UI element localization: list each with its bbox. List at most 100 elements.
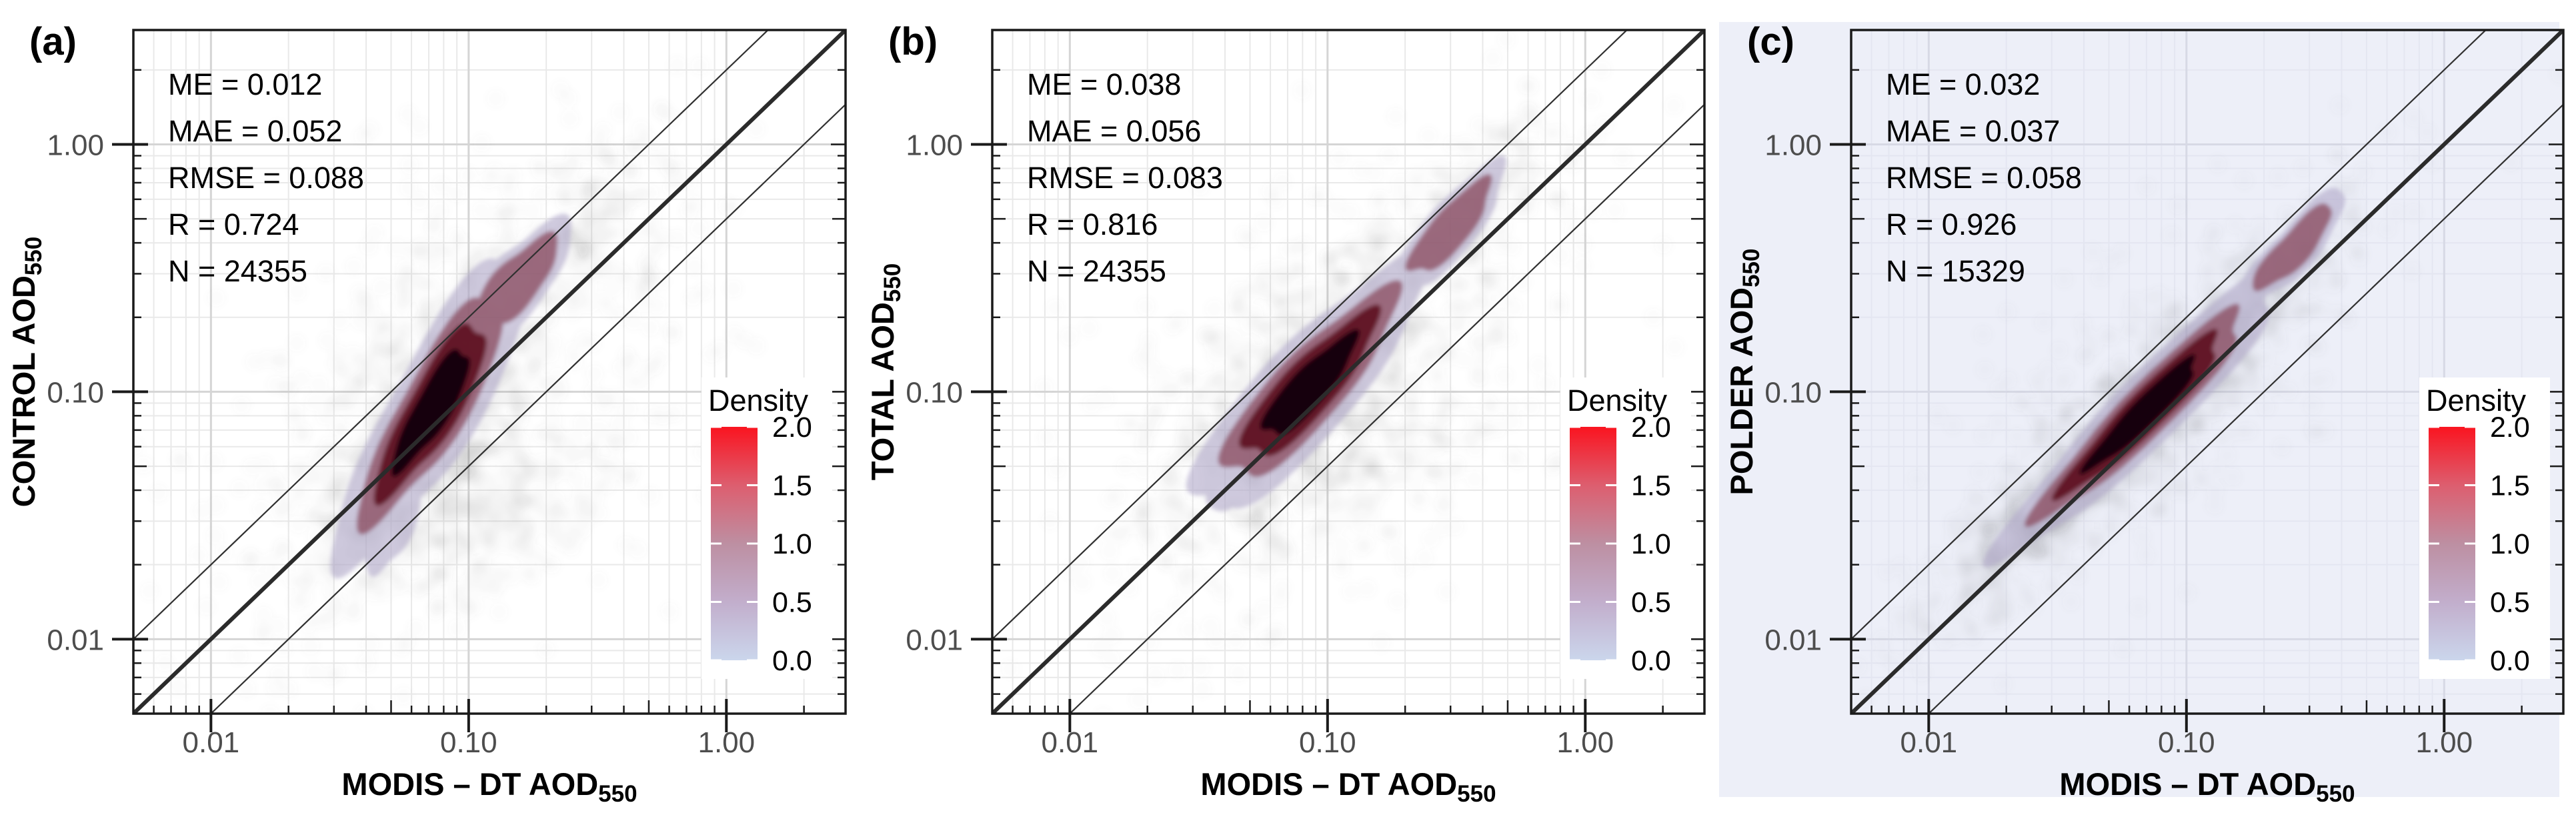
- colorbar-label: 1.5: [1631, 470, 1671, 502]
- stat-line: N = 24355: [1027, 254, 1166, 288]
- panel-label: (a): [29, 20, 77, 63]
- density-contour-level-3: [1260, 329, 1360, 436]
- colorbar-label: 2.0: [1631, 412, 1671, 444]
- colorbar-label: 2.0: [772, 412, 812, 444]
- y-axis-title: POLDER AOD550: [1724, 248, 1764, 495]
- envelope-upper-line: [133, 30, 770, 640]
- identity-line: [133, 30, 846, 714]
- colorbar-label: 0.5: [1631, 587, 1671, 619]
- stat-line: R = 0.724: [168, 207, 299, 241]
- stat-line: RMSE = 0.083: [1027, 161, 1223, 195]
- stats-block: ME = 0.012 MAE = 0.052 RMSE = 0.088 R = 0.7…: [168, 67, 364, 288]
- panel-c: 0.01 0.01 0.10 0.10 1.00 1.00 MODIS – DT AOD55…: [1718, 0, 2576, 821]
- x-tick-label: 0.10: [440, 726, 497, 759]
- x-axis-title: MODIS – DT AOD550: [2059, 766, 2355, 807]
- plot-border: [1850, 29, 2565, 715]
- x-tick-label: 0.01: [183, 726, 240, 759]
- colorbar-label: 1.5: [2490, 470, 2530, 502]
- y-axis-title: CONTROL AOD550: [6, 237, 47, 508]
- stat-line: MAE = 0.052: [168, 114, 342, 148]
- y-tick-label: 0.01: [1764, 624, 1822, 656]
- stat-line: N = 15329: [1886, 254, 2025, 288]
- density-contours: [1186, 155, 1506, 512]
- x-tick-label: 0.10: [1299, 726, 1356, 759]
- colorbar-label: 1.0: [1631, 528, 1671, 560]
- legend-title: Density: [2426, 383, 2527, 418]
- x-tick-label: 0.01: [1042, 726, 1099, 759]
- reference-lines: [133, 30, 846, 714]
- colorbar-label: 1.0: [772, 528, 812, 560]
- x-tick-label: 0.10: [2158, 726, 2215, 759]
- plot-border: [132, 29, 847, 715]
- stat-line: R = 0.816: [1027, 207, 1158, 241]
- stat-line: ME = 0.012: [168, 67, 322, 101]
- plot-svg-b: 0.01 0.01 0.10 0.10 1.00 1.00 MODIS – DT AOD55…: [859, 0, 1718, 821]
- stat-line: MAE = 0.037: [1886, 114, 2060, 148]
- density-contours: [330, 213, 571, 579]
- legend-title: Density: [708, 383, 809, 418]
- stat-line: MAE = 0.056: [1027, 114, 1201, 148]
- y-tick-label: 0.10: [1764, 376, 1822, 409]
- y-tick-label: 1.00: [906, 129, 963, 162]
- axis-ticks: [971, 69, 1704, 732]
- envelope-upper-line: [992, 30, 1628, 640]
- plot-svg-a: 0.01 0.01 0.10 0.10 1.00 1.00 MODIS – DT AOD55…: [0, 0, 859, 821]
- identity-line: [1851, 30, 2563, 714]
- identity-line: [992, 30, 1704, 714]
- y-tick-label: 0.01: [47, 624, 104, 656]
- colorbar-label: 0.5: [772, 587, 812, 619]
- x-tick-label: 1.00: [1556, 726, 1614, 759]
- colorbar-label: 1.5: [772, 470, 812, 502]
- colorbar-label: 0.0: [772, 645, 812, 677]
- colorbar-label: 0.5: [2490, 587, 2530, 619]
- envelope-lower-line: [1068, 103, 1704, 714]
- y-tick-label: 0.10: [906, 376, 963, 409]
- y-tick-label: 1.00: [47, 129, 104, 162]
- x-tick-label: 1.00: [2415, 726, 2473, 759]
- stat-line: RMSE = 0.058: [1886, 161, 2082, 195]
- legend-title: Density: [1567, 383, 1668, 418]
- axis-ticks: [1830, 69, 2563, 732]
- panel-a: 0.01 0.01 0.10 0.10 1.00 1.00 MODIS – DT AOD55…: [0, 0, 859, 821]
- stat-line: N = 24355: [168, 254, 307, 288]
- x-axis-title: MODIS – DT AOD550: [1200, 766, 1496, 807]
- gridlines: [1851, 30, 2563, 714]
- envelope-lower-line: [209, 103, 846, 714]
- colorbar-label: 0.0: [2490, 645, 2530, 677]
- stat-line: R = 0.926: [1886, 207, 2017, 241]
- stats-block: ME = 0.038 MAE = 0.056 RMSE = 0.083 R = 0.8…: [1027, 67, 1223, 288]
- colorbar-label: 2.0: [2490, 412, 2530, 444]
- plot-svg-c: 0.01 0.01 0.10 0.10 1.00 1.00 MODIS – DT AOD55…: [1718, 0, 2576, 821]
- stat-line: ME = 0.032: [1886, 67, 2040, 101]
- envelope-lower-line: [1927, 103, 2563, 714]
- density-contours: [1983, 187, 2345, 568]
- stat-line: ME = 0.038: [1027, 67, 1181, 101]
- colorbar-label: 0.0: [1631, 645, 1671, 677]
- panel-label: (b): [888, 20, 938, 63]
- axis-tick-labels: 0.01 0.01 0.10 0.10 1.00 1.00: [906, 129, 1614, 759]
- envelope-upper-line: [1851, 30, 2487, 640]
- y-tick-label: 0.10: [47, 376, 104, 409]
- plot-border: [991, 29, 1706, 715]
- panel-b: 0.01 0.01 0.10 0.10 1.00 1.00 MODIS – DT AOD55…: [859, 0, 1718, 821]
- density-contour-level-3: [2079, 353, 2196, 475]
- axis-tick-labels: 0.01 0.01 0.10 0.10 1.00 1.00: [1764, 129, 2473, 759]
- y-tick-label: 0.01: [906, 624, 963, 656]
- y-tick-label: 1.00: [1764, 129, 1822, 162]
- x-tick-label: 1.00: [698, 726, 755, 759]
- y-axis-title: TOTAL AOD550: [865, 263, 906, 481]
- x-tick-label: 0.01: [1900, 726, 1958, 759]
- axis-ticks: [112, 69, 846, 732]
- stat-line: RMSE = 0.088: [168, 161, 364, 195]
- reference-lines: [1851, 30, 2563, 714]
- reference-lines: [992, 30, 1704, 714]
- axis-tick-labels: 0.01 0.01 0.10 0.10 1.00 1.00: [47, 129, 755, 759]
- panel-label: (c): [1747, 20, 1794, 63]
- x-axis-title: MODIS – DT AOD550: [341, 766, 637, 807]
- stats-block: ME = 0.032 MAE = 0.037 RMSE = 0.058 R = 0.9…: [1886, 67, 2082, 288]
- colorbar-label: 1.0: [2490, 528, 2530, 560]
